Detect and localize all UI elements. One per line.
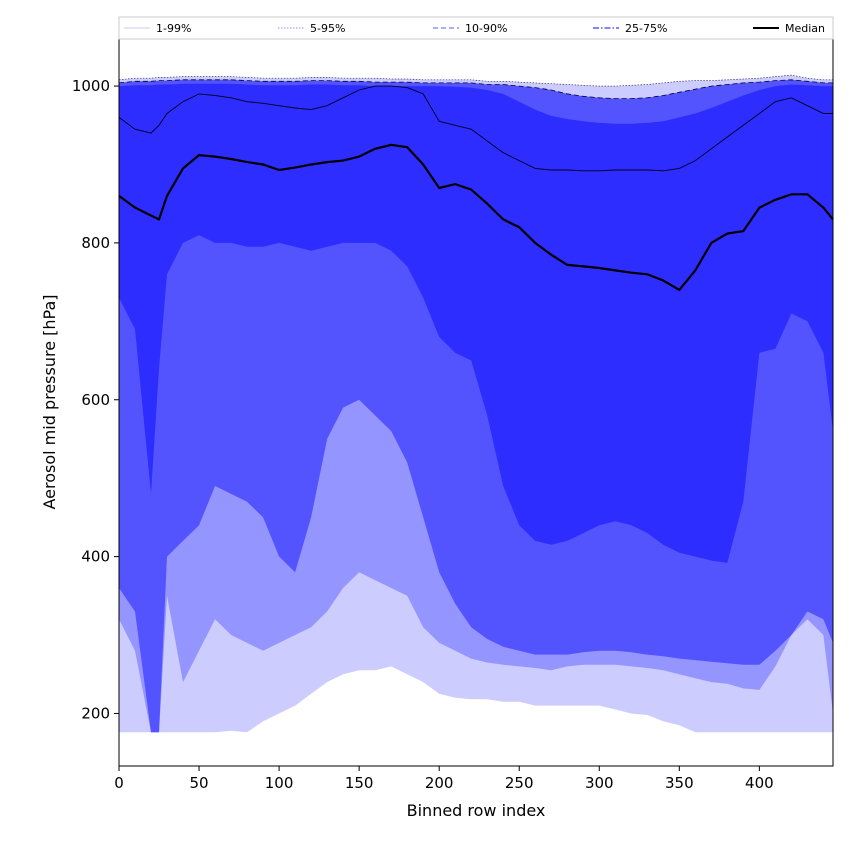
percentile-lines [118,74,834,292]
x-axis: 0 50 100 150 200 250 300 350 400 [114,766,774,792]
legend-label: 1-99% [156,22,191,35]
legend-label: 10-90% [465,22,507,35]
y-axis-title: Aerosol mid pressure [hPa] [40,294,59,509]
x-axis-title: Binned row index [407,801,546,820]
y-tick-label: 200 [81,704,110,722]
band-25-75% [119,83,833,563]
x-tick-label: 300 [585,774,614,792]
line-75 [118,85,833,172]
legend-label: Median [785,22,825,35]
x-tick-label: 50 [189,774,208,792]
legend-label: 25-75% [625,22,667,35]
percentile-bands [119,75,833,733]
legend: 1-99% 5-95% 10-90% 25-75% Median [118,16,834,40]
line-90 [118,79,833,99]
x-tick-label: 150 [345,774,374,792]
legend-label: 5-95% [310,22,345,35]
x-tick-label: 200 [425,774,454,792]
x-tick-label: 350 [665,774,694,792]
x-tick-label: 100 [265,774,294,792]
y-tick-label: 1000 [72,77,110,95]
median-line [118,143,834,292]
y-tick-label: 400 [81,548,110,566]
x-tick-label: 0 [114,774,124,792]
y-tick-label: 800 [81,234,110,252]
legend-box [118,16,834,40]
x-tick-label: 250 [505,774,534,792]
x-tick-label: 400 [745,774,774,792]
line-99 [118,74,833,87]
y-tick-label: 600 [81,391,110,409]
y-axis: 200 400 600 800 1000 [72,77,119,722]
